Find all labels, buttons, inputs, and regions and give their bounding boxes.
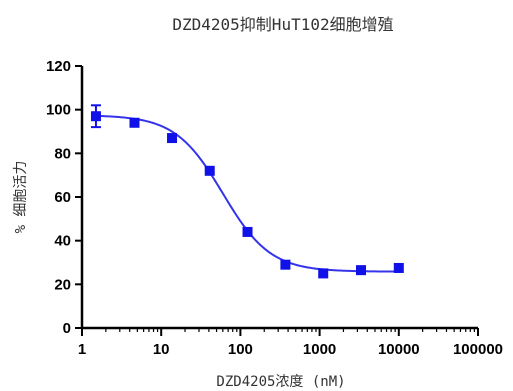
x-tick-label: 10000 — [378, 341, 420, 358]
x-axis: 1 10 100 1000 10000 100000 — [78, 326, 503, 358]
x-tick-label: 100 — [228, 341, 253, 358]
data-point — [318, 268, 329, 279]
data-point — [90, 111, 101, 122]
x-axis-label: DZD4205浓度 (nM) — [216, 374, 345, 390]
y-tick-label: 60 — [54, 189, 71, 206]
x-tick-label: 1000 — [303, 341, 336, 358]
x-tick-label: 1 — [78, 341, 86, 358]
y-tick-label: 0 — [63, 320, 71, 337]
fit-curve-group — [95, 114, 399, 273]
x-tick-label: 10 — [153, 341, 170, 358]
data-point — [204, 165, 215, 176]
data-point — [356, 265, 367, 276]
y-tick-label: 120 — [46, 58, 71, 75]
y-tick-label: 20 — [54, 276, 71, 293]
data-point — [242, 226, 253, 237]
data-points — [90, 104, 404, 279]
x-tick-label: 100000 — [453, 341, 503, 358]
y-tick-label: 80 — [54, 145, 71, 162]
y-axis-label: % 细胞活力 — [13, 161, 29, 234]
fit-curve — [95, 114, 399, 273]
y-tick-label: 100 — [46, 102, 71, 119]
y-tick-label: 40 — [54, 233, 71, 250]
data-point — [167, 133, 178, 144]
chart-title: DZD4205抑制HuT102细胞增殖 — [172, 15, 393, 34]
data-point — [129, 117, 140, 128]
data-point — [393, 262, 404, 273]
y-axis: 0 20 40 60 80 100 120 — [46, 58, 84, 337]
data-point — [280, 259, 291, 270]
